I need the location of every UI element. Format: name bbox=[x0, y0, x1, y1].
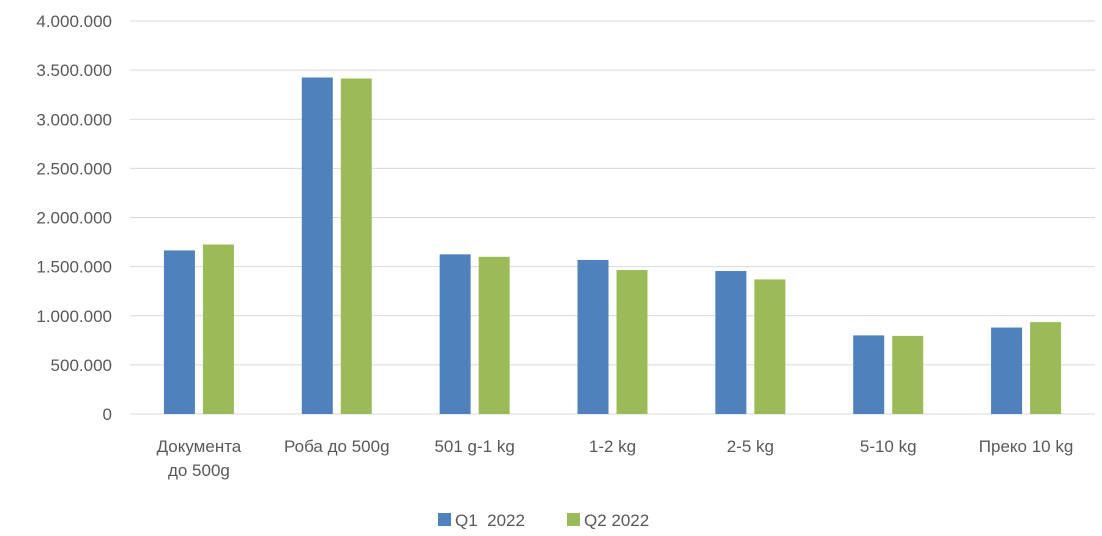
y-axis-tick-labels: 0 500.000 1.000.000 1.500.000 2.000.000 2.500… bbox=[36, 12, 112, 424]
gridlines bbox=[130, 20, 1095, 415]
x-category-label: до 500g bbox=[168, 461, 230, 480]
bar-q2 bbox=[1030, 322, 1062, 414]
bar-q2 bbox=[892, 335, 924, 414]
bar-q1 bbox=[991, 327, 1023, 414]
x-category-label: 501 g-1 kg bbox=[434, 437, 514, 456]
x-category-label: 1-2 kg bbox=[589, 437, 636, 456]
y-tick-label: 2.000.000 bbox=[36, 209, 112, 228]
bar-q2 bbox=[754, 279, 786, 414]
bar-q1 bbox=[853, 335, 885, 414]
y-tick-label: 500.000 bbox=[51, 356, 112, 375]
y-tick-label: 3.500.000 bbox=[36, 61, 112, 80]
x-category-label: Роба до 500g bbox=[284, 437, 390, 456]
bar-q1 bbox=[163, 250, 195, 414]
x-category-label: 2-5 kg bbox=[727, 437, 774, 456]
y-tick-label: 2.500.000 bbox=[36, 159, 112, 178]
bars bbox=[163, 77, 1062, 415]
bar-q1 bbox=[439, 254, 471, 414]
legend-label: Q2 2022 bbox=[584, 511, 649, 530]
y-tick-label: 1.500.000 bbox=[36, 258, 112, 277]
legend-label: Q1 2022 bbox=[455, 511, 525, 530]
x-axis-category-labels: Документа до 500g Роба до 500g 501 g-1 kg 1-… bbox=[157, 437, 1074, 480]
y-tick-label: 0 bbox=[103, 405, 112, 424]
bar-q1 bbox=[715, 271, 747, 414]
bar-q2 bbox=[202, 244, 234, 414]
x-category-label: Преко 10 kg bbox=[979, 437, 1074, 456]
bar-q1 bbox=[577, 259, 609, 414]
bar-q2 bbox=[478, 256, 510, 414]
bar-q2 bbox=[340, 78, 372, 414]
legend-swatch bbox=[567, 513, 580, 526]
y-tick-label: 4.000.000 bbox=[36, 12, 112, 31]
bar-q1 bbox=[301, 77, 333, 415]
x-category-label: 5-10 kg bbox=[860, 437, 917, 456]
legend: Q1 2022 Q2 2022 bbox=[438, 511, 649, 530]
x-category-label: Документа bbox=[157, 437, 242, 456]
legend-swatch bbox=[438, 513, 451, 526]
y-tick-label: 1.000.000 bbox=[36, 307, 112, 326]
bar-q2 bbox=[616, 270, 648, 414]
y-tick-label: 3.000.000 bbox=[36, 110, 112, 129]
